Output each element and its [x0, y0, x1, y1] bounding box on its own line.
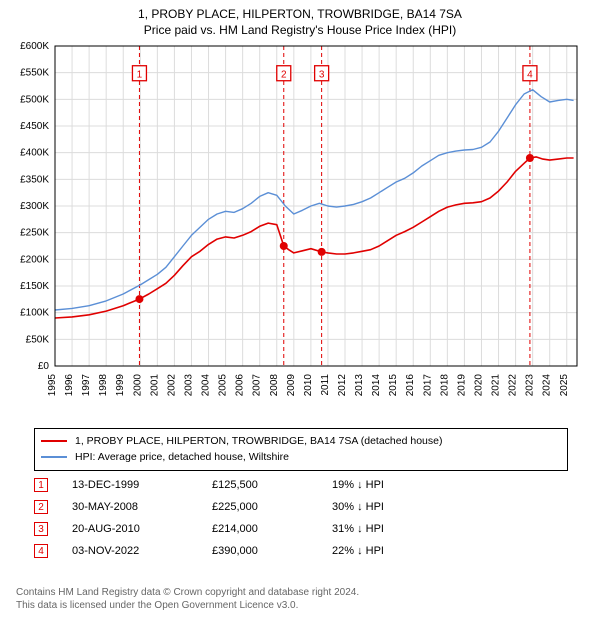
- svg-text:3: 3: [319, 70, 325, 81]
- svg-text:2005: 2005: [218, 374, 229, 397]
- svg-text:2017: 2017: [422, 374, 433, 397]
- event-date: 20-AUG-2010: [72, 523, 212, 535]
- event-delta: 19% ↓ HPI: [332, 479, 452, 491]
- legend-label: HPI: Average price, detached house, Wilt…: [75, 451, 289, 463]
- price-chart: £0 £50K £100K £150K £200K £250K £300K £350K £400…: [0, 40, 600, 420]
- svg-text:£100K: £100K: [20, 308, 49, 319]
- footer-line1: Contains HM Land Registry data © Crown c…: [16, 586, 584, 599]
- svg-text:2022: 2022: [508, 374, 519, 397]
- svg-text:£450K: £450K: [20, 121, 49, 132]
- event-price: £125,500: [212, 479, 332, 491]
- svg-text:1999: 1999: [115, 374, 126, 397]
- svg-text:2014: 2014: [371, 374, 382, 397]
- svg-text:£250K: £250K: [20, 228, 49, 239]
- svg-text:1995: 1995: [47, 374, 58, 397]
- event-date: 30-MAY-2008: [72, 501, 212, 513]
- legend-row: 1, PROBY PLACE, HILPERTON, TROWBRIDGE, B…: [41, 433, 561, 449]
- svg-text:1: 1: [137, 70, 143, 81]
- svg-text:2023: 2023: [525, 374, 536, 397]
- svg-text:£150K: £150K: [20, 281, 49, 292]
- svg-text:2019: 2019: [456, 374, 467, 397]
- svg-text:1996: 1996: [64, 374, 75, 397]
- svg-text:4: 4: [527, 70, 533, 81]
- title-subtitle: Price paid vs. HM Land Registry's House …: [0, 22, 600, 38]
- svg-text:2016: 2016: [405, 374, 416, 397]
- event-row: 4 03-NOV-2022£390,00022% ↓ HPI: [34, 540, 568, 562]
- svg-text:£350K: £350K: [20, 174, 49, 185]
- event-delta: 31% ↓ HPI: [332, 523, 452, 535]
- svg-text:£500K: £500K: [20, 94, 49, 105]
- event-price: £390,000: [212, 545, 332, 557]
- svg-text:1997: 1997: [81, 374, 92, 397]
- event-price: £225,000: [212, 501, 332, 513]
- event-marker: 4: [34, 544, 48, 558]
- title-address: 1, PROBY PLACE, HILPERTON, TROWBRIDGE, B…: [0, 6, 600, 22]
- legend-label: 1, PROBY PLACE, HILPERTON, TROWBRIDGE, B…: [75, 435, 442, 447]
- legend: 1, PROBY PLACE, HILPERTON, TROWBRIDGE, B…: [34, 428, 568, 471]
- event-row: 1 13-DEC-1999£125,50019% ↓ HPI: [34, 474, 568, 496]
- svg-text:£50K: £50K: [26, 334, 50, 345]
- svg-text:£300K: £300K: [20, 201, 49, 212]
- event-delta: 30% ↓ HPI: [332, 501, 452, 513]
- event-delta: 22% ↓ HPI: [332, 545, 452, 557]
- legend-row: HPI: Average price, detached house, Wilt…: [41, 449, 561, 465]
- event-marker: 2: [34, 500, 48, 514]
- footer-line2: This data is licensed under the Open Gov…: [16, 599, 584, 612]
- svg-text:2: 2: [281, 70, 287, 81]
- svg-text:2008: 2008: [269, 374, 280, 397]
- svg-text:2020: 2020: [473, 374, 484, 397]
- event-price: £214,000: [212, 523, 332, 535]
- legend-swatch: [41, 440, 67, 442]
- event-row: 2 30-MAY-2008£225,00030% ↓ HPI: [34, 496, 568, 518]
- footer-attribution: Contains HM Land Registry data © Crown c…: [16, 586, 584, 612]
- svg-text:2001: 2001: [149, 374, 160, 397]
- event-date: 13-DEC-1999: [72, 479, 212, 491]
- svg-text:2021: 2021: [491, 374, 502, 397]
- svg-text:2007: 2007: [252, 374, 263, 397]
- event-marker: 1: [34, 478, 48, 492]
- svg-text:2003: 2003: [183, 374, 194, 397]
- svg-text:2009: 2009: [286, 374, 297, 397]
- svg-text:2012: 2012: [337, 374, 348, 397]
- svg-text:2025: 2025: [559, 374, 570, 397]
- event-date: 03-NOV-2022: [72, 545, 212, 557]
- svg-text:£400K: £400K: [20, 148, 49, 159]
- svg-text:2018: 2018: [439, 374, 450, 397]
- event-marker: 3: [34, 522, 48, 536]
- svg-text:£600K: £600K: [20, 41, 49, 52]
- svg-text:2011: 2011: [320, 374, 331, 396]
- svg-text:2006: 2006: [235, 374, 246, 397]
- chart-svg: £0 £50K £100K £150K £200K £250K £300K £350K £400…: [0, 40, 600, 420]
- svg-text:£0: £0: [38, 361, 50, 372]
- svg-text:£550K: £550K: [20, 68, 49, 79]
- sale-events-table: 1 13-DEC-1999£125,50019% ↓ HPI 2 30-MAY-200…: [34, 474, 568, 562]
- svg-text:2002: 2002: [166, 374, 177, 397]
- svg-text:2013: 2013: [354, 374, 365, 397]
- svg-text:£200K: £200K: [20, 254, 49, 265]
- event-row: 3 20-AUG-2010£214,00031% ↓ HPI: [34, 518, 568, 540]
- svg-text:2010: 2010: [303, 374, 314, 397]
- chart-titles: 1, PROBY PLACE, HILPERTON, TROWBRIDGE, B…: [0, 0, 600, 38]
- svg-text:2015: 2015: [388, 374, 399, 397]
- svg-text:2004: 2004: [201, 374, 212, 397]
- svg-text:2000: 2000: [132, 374, 143, 397]
- legend-swatch: [41, 456, 67, 458]
- svg-text:1998: 1998: [98, 374, 109, 397]
- svg-text:2024: 2024: [542, 374, 553, 397]
